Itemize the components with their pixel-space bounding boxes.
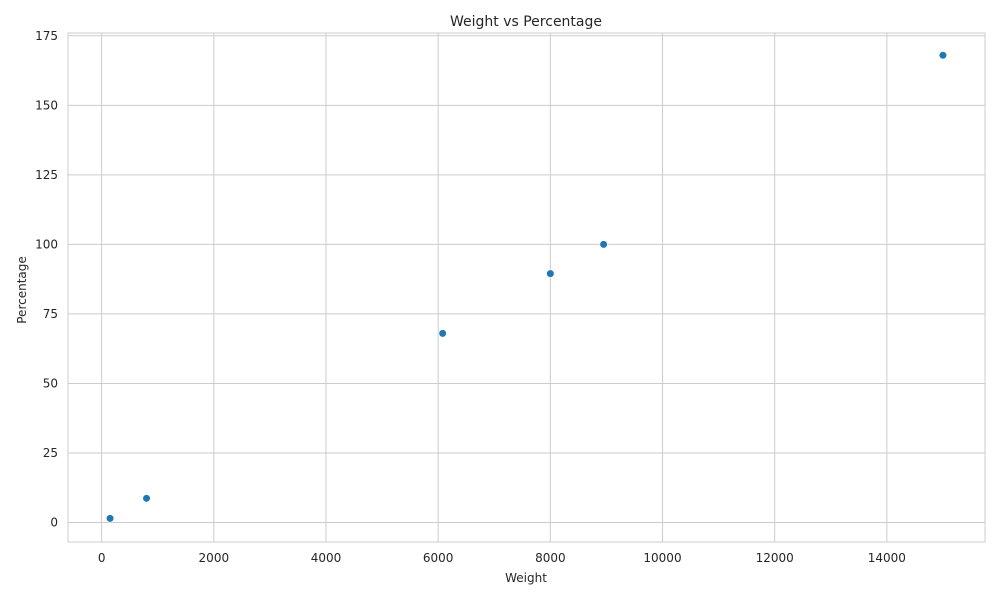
data-points <box>105 51 948 523</box>
x-tick-label: 10000 <box>643 551 681 565</box>
y-tick-label: 100 <box>35 237 58 251</box>
y-tick-label: 125 <box>35 168 58 182</box>
data-point <box>438 329 447 338</box>
y-axis-ticks: 0 25 50 75 100 125 150 175 <box>35 29 58 530</box>
data-point <box>938 51 948 60</box>
x-tick-label: 6000 <box>423 551 454 565</box>
y-tick-label: 50 <box>43 376 58 390</box>
plot-area-frame <box>67 32 986 543</box>
data-point <box>142 494 151 503</box>
x-tick-label: 14000 <box>868 551 906 565</box>
y-tick-label: 25 <box>43 446 58 460</box>
data-point <box>599 240 608 249</box>
y-tick-label: 150 <box>35 98 58 112</box>
x-tick-label: 8000 <box>535 551 566 565</box>
x-axis-label: Weight <box>505 571 547 585</box>
y-axis-label: Percentage <box>15 256 29 324</box>
x-axis-ticks: 0 2000 4000 6000 8000 10000 12000 14000 <box>98 551 906 565</box>
x-tick-label: 2000 <box>199 551 230 565</box>
y-tick-label: 75 <box>43 307 58 321</box>
x-tick-label: 12000 <box>756 551 794 565</box>
data-point <box>105 514 115 523</box>
x-tick-label: 4000 <box>311 551 342 565</box>
data-point <box>546 269 555 278</box>
x-tick-label: 0 <box>98 551 106 565</box>
chart-title: Weight vs Percentage <box>450 14 602 30</box>
y-tick-label: 175 <box>35 29 58 43</box>
y-tick-label: 0 <box>50 516 58 530</box>
grid-lines <box>68 33 985 542</box>
